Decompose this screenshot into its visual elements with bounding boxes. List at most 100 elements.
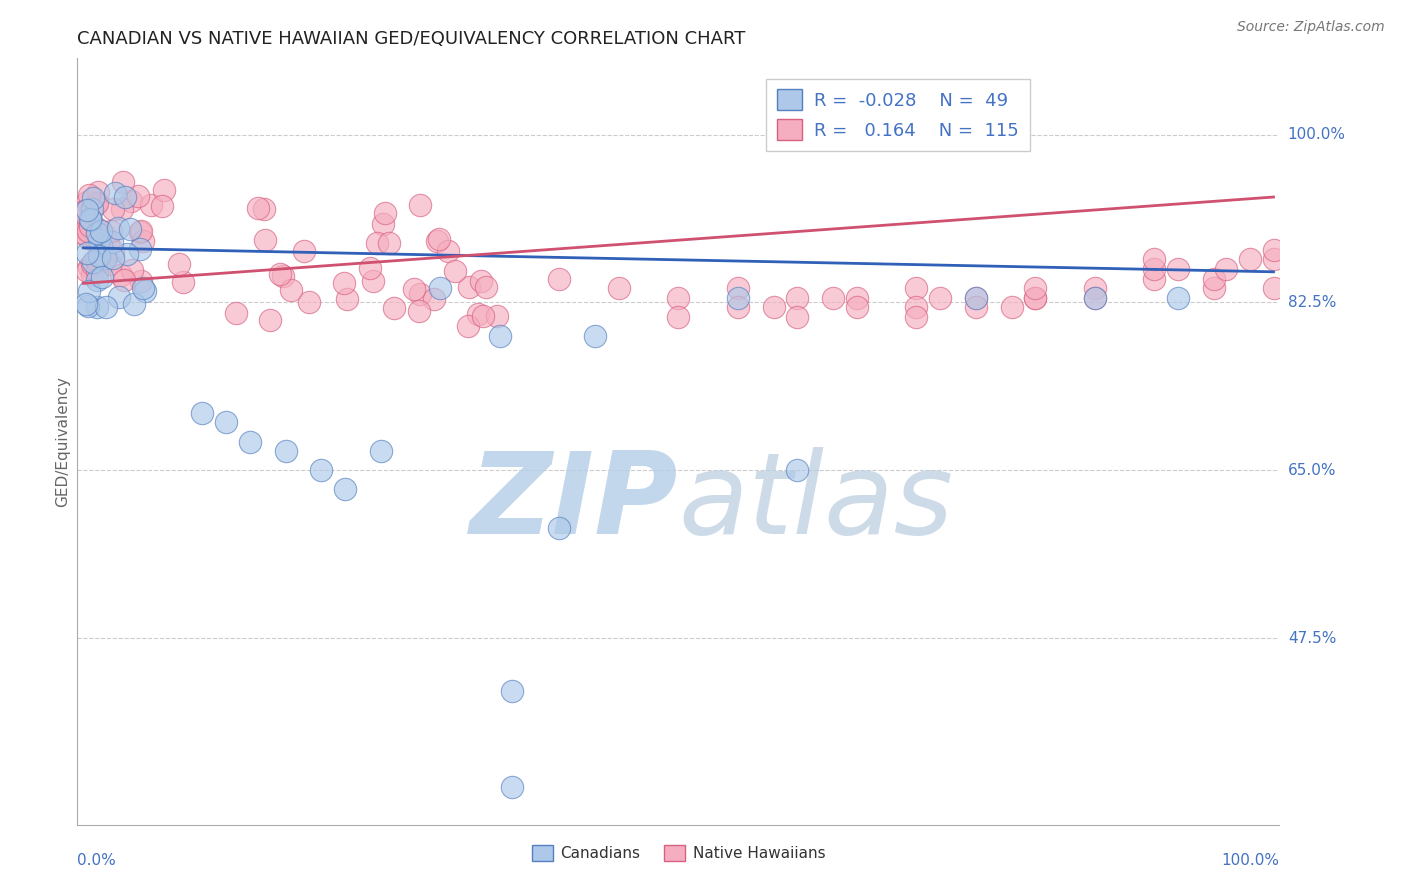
Point xyxy=(86,264,108,278)
Point xyxy=(786,310,808,324)
Point xyxy=(191,406,214,420)
Point xyxy=(336,292,359,306)
Text: Source: ZipAtlas.com: Source: ZipAtlas.com xyxy=(1237,20,1385,34)
Point xyxy=(215,416,238,430)
Point xyxy=(84,197,107,211)
Point xyxy=(128,189,150,203)
Point xyxy=(471,310,494,324)
Text: atlas: atlas xyxy=(679,448,953,558)
Point xyxy=(86,235,108,250)
Point xyxy=(90,270,112,285)
Point xyxy=(274,444,297,458)
Point xyxy=(280,284,302,298)
Point xyxy=(333,483,356,497)
Point xyxy=(668,291,690,305)
Point xyxy=(1263,252,1285,267)
Point xyxy=(111,175,134,189)
Point xyxy=(76,264,98,278)
Point xyxy=(1263,243,1285,257)
Point xyxy=(1024,291,1046,305)
Point xyxy=(101,202,124,216)
Point xyxy=(402,282,425,296)
Point xyxy=(72,226,94,240)
Point xyxy=(371,217,394,231)
Point xyxy=(823,291,845,305)
Point xyxy=(114,189,136,203)
Point xyxy=(361,273,384,287)
Point xyxy=(87,249,110,263)
Point xyxy=(107,290,129,304)
Text: 0.0%: 0.0% xyxy=(77,853,117,868)
Point xyxy=(374,206,396,220)
Point xyxy=(111,202,134,216)
Point xyxy=(93,252,115,266)
Point xyxy=(79,211,101,226)
Text: 100.0%: 100.0% xyxy=(1222,853,1279,868)
Point xyxy=(82,255,104,269)
Point xyxy=(1263,281,1285,295)
Point xyxy=(120,221,142,235)
Point xyxy=(225,306,247,320)
Point xyxy=(89,233,111,247)
Point xyxy=(110,268,132,282)
Point xyxy=(1143,262,1166,277)
Point xyxy=(965,291,987,305)
Point xyxy=(169,257,191,271)
Point xyxy=(96,300,118,314)
Point xyxy=(366,236,388,251)
Point xyxy=(905,281,928,295)
Point xyxy=(76,194,98,209)
Point xyxy=(76,224,98,238)
Point xyxy=(139,198,162,212)
Point xyxy=(172,275,194,289)
Y-axis label: GED/Equivalency: GED/Equivalency xyxy=(55,376,70,507)
Point xyxy=(408,198,430,212)
Point xyxy=(548,271,571,285)
Point xyxy=(120,194,142,208)
Point xyxy=(444,264,467,278)
Point xyxy=(150,199,173,213)
Point xyxy=(129,242,152,256)
Text: 47.5%: 47.5% xyxy=(1288,631,1336,646)
Point xyxy=(762,301,785,315)
Point xyxy=(73,204,96,219)
Point xyxy=(786,291,808,305)
Point xyxy=(1239,252,1261,267)
Text: 65.0%: 65.0% xyxy=(1288,463,1336,478)
Point xyxy=(152,183,174,197)
Point xyxy=(467,307,489,321)
Point xyxy=(298,294,321,309)
Point xyxy=(370,444,392,458)
Point xyxy=(86,196,108,211)
Point xyxy=(76,202,98,217)
Point xyxy=(408,304,430,318)
Point xyxy=(90,238,112,252)
Point xyxy=(112,273,135,287)
Point xyxy=(965,291,987,305)
Point xyxy=(86,227,108,241)
Point xyxy=(333,276,356,290)
Point xyxy=(107,221,129,235)
Point xyxy=(80,202,103,217)
Point xyxy=(1024,281,1046,295)
Point xyxy=(1167,291,1189,305)
Point xyxy=(134,285,156,299)
Point xyxy=(104,186,127,201)
Point xyxy=(79,224,101,238)
Point xyxy=(87,256,110,270)
Point xyxy=(96,235,118,249)
Point xyxy=(129,274,152,288)
Text: 82.5%: 82.5% xyxy=(1288,295,1336,310)
Point xyxy=(1084,281,1107,295)
Point xyxy=(548,521,571,535)
Point xyxy=(1202,271,1225,285)
Point xyxy=(271,269,294,284)
Point xyxy=(82,257,104,271)
Point xyxy=(79,219,101,234)
Point xyxy=(86,273,108,287)
Point xyxy=(1167,262,1189,277)
Point xyxy=(786,463,808,477)
Point xyxy=(965,301,987,315)
Point xyxy=(384,301,406,315)
Point xyxy=(845,291,868,305)
